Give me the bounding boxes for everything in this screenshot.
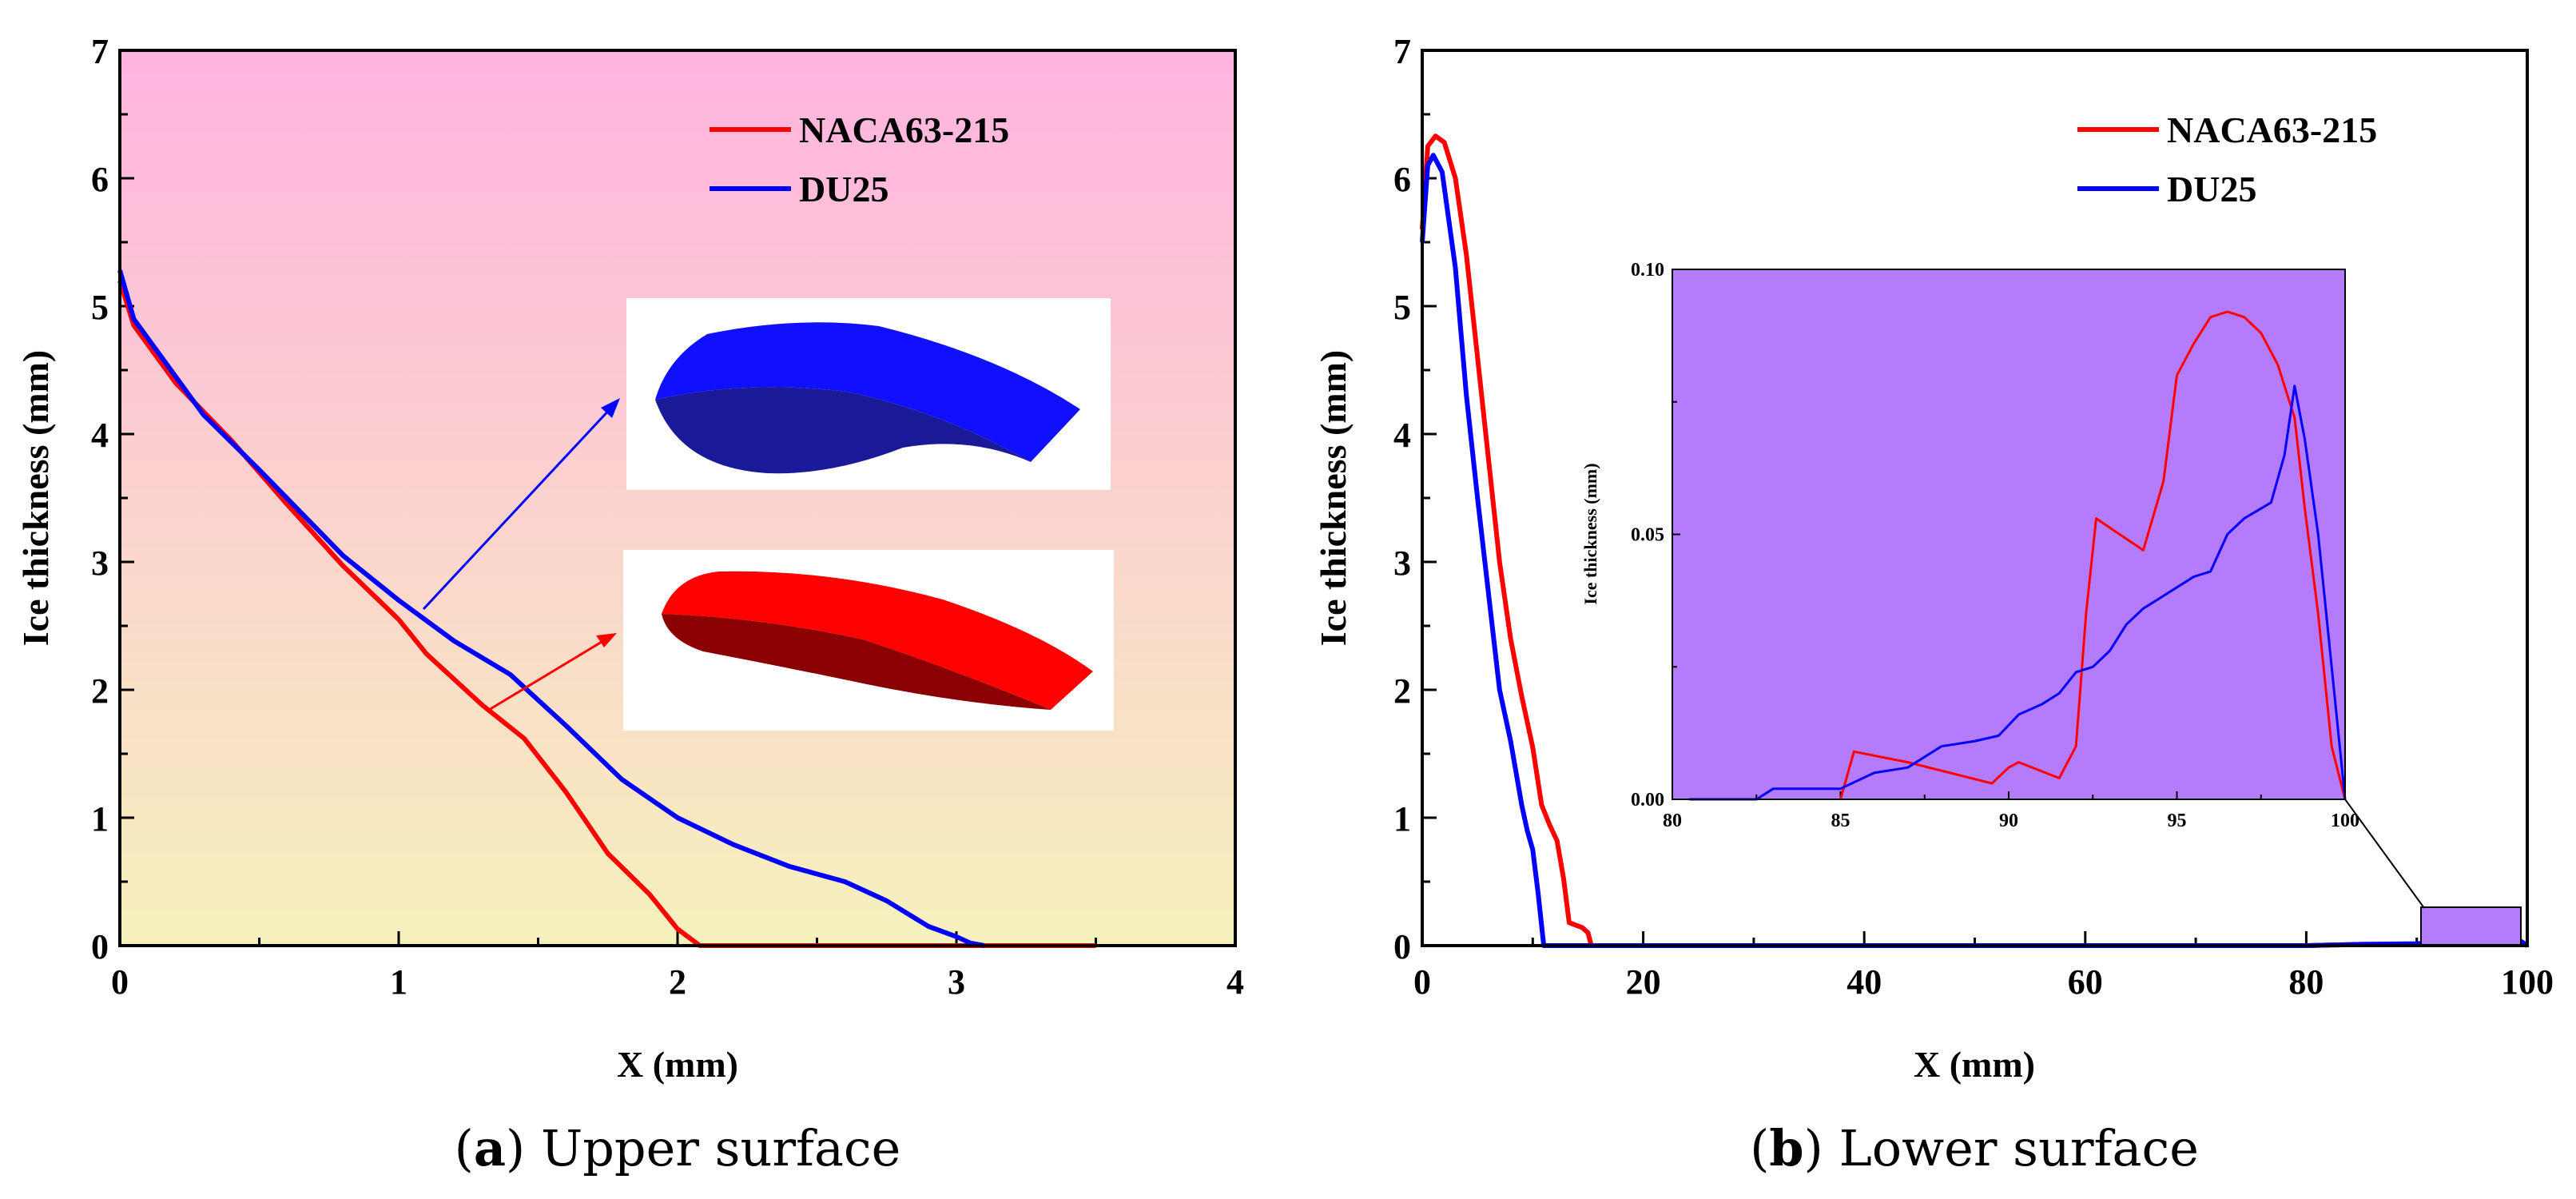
inset-y-tick-label-2: 0.10 [1631,260,1664,281]
legend-label-naca-b: NACA63-215 [2167,110,2377,150]
panel-b-x-tick-label-5: 100 [2501,962,2554,1002]
red-arrow-head [596,633,617,647]
x-axis-label-b: X (mm) [1914,1044,2035,1085]
legend-label-du25-b: DU25 [2167,169,2256,209]
legend-label-naca-a: NACA63-215 [799,110,1009,150]
blue-arrow-head [601,398,620,418]
x-axis-label-a: X (mm) [617,1044,738,1085]
inset-series-naca63-215-line [1839,310,2347,800]
plot-frame-a [118,49,1237,947]
inset-x-tick-label-2: 90 [1999,811,2018,831]
inset-plot-area [1672,269,2345,799]
y-gridticks-a: 0 1 2 3 4 0 1 2 3 4 5 6 7 [91,32,1244,1002]
blue-pointer-arrow [422,406,613,611]
inset-series-du25-line [1689,384,2347,801]
panel-b-y-tick-label-3: 3 [1393,544,1411,583]
inset-series-group [1689,310,2347,801]
panel-b-series-du25-line [1420,153,2529,948]
panel-b-x-tick-label-2: 40 [1847,962,1882,1002]
caption-label-a: a [474,1119,506,1177]
panel-a-y-tick-label-5: 5 [91,288,109,327]
caption-text-b: Lower surface [1823,1119,2199,1177]
inset-x-tick-label-0: 80 [1663,811,1682,831]
inset-y-tick-label-0: 0.00 [1631,790,1664,811]
panel-b-y-tick-label-7: 7 [1393,32,1411,71]
du25-airfoil-illustration [626,298,1111,490]
zoom-region-marker [2420,906,2522,946]
y-gridticks-b: 0 20 40 60 80 100 0 1 2 3 4 5 6 7 [1393,32,2554,1002]
panel-a-y-tick-label-1: 1 [91,799,109,839]
caption-label-b: b [1769,1119,1803,1177]
caption-a: (a) Upper surface [455,1119,901,1177]
panel-b-y-tick-label-5: 5 [1393,288,1411,327]
inset-ticks: 80 85 90 95 100 0.00 0.05 0.10 [1631,260,2359,831]
panel-a-x-tick-label-3: 3 [948,962,965,1002]
panel-b-x-tick-label-4: 80 [2288,962,2324,1002]
panel-a-x-tick-label-4: 4 [1226,962,1244,1002]
caption-text-a: Upper surface [525,1119,900,1177]
legend-a: NACA63-215 DU25 [710,110,1009,209]
panel-a-y-tick-label-2: 2 [91,671,109,711]
panel-a-y-tick-label-3: 3 [91,544,109,583]
panel-b-y-tick-label-2: 2 [1393,671,1411,711]
panel-b-y-tick-label-1: 1 [1393,799,1411,839]
legend-b: NACA63-215 DU25 [2077,110,2377,209]
inset-x-tick-label-1: 85 [1831,811,1851,831]
panel-b-y-tick-label-0: 0 [1393,927,1411,966]
panel-a-y-tick-label-4: 4 [91,416,109,455]
panel-a-y-tick-label-7: 7 [91,32,109,71]
zoom-connector-line [2344,799,2425,909]
legend-label-du25-a: DU25 [799,169,888,209]
naca-airfoil-illustration [623,550,1114,731]
plot-frame-b [1421,49,2529,947]
panel-a-y-tick-label-0: 0 [91,927,109,966]
panel-b: 0 20 40 60 80 100 0 1 2 3 4 5 6 7 80 85 90 95 100 0.00 0.05… [1313,32,2554,1177]
panel-a-y-tick-label-6: 6 [91,160,109,199]
y-axis-label-b: Ice thickness (mm) [1313,350,1354,647]
caption-b: (b) Lower surface [1750,1119,2199,1177]
inset-chart: 80 85 90 95 100 0.00 0.05 0.10 Ice thickness (m… [1580,260,2359,831]
inset-y-axis-label: Ice thickness (mm) [1580,463,1600,604]
panel-a-x-tick-label-1: 1 [390,962,407,1002]
panel-a: 0 1 2 3 4 0 1 2 3 4 5 6 7 NACA63-215 DU25 X (mm) Ice… [15,32,1244,1177]
panel-b-x-tick-label-3: 60 [2068,962,2103,1002]
panel-b-x-tick-label-1: 20 [1626,962,1661,1002]
panel-a-x-tick-label-0: 0 [111,962,129,1002]
y-axis-label-a: Ice thickness (mm) [15,350,56,647]
panel-a-x-tick-label-2: 2 [669,962,686,1002]
panel-a-series-du25-line [117,269,985,948]
inset-x-tick-label-4: 100 [2331,811,2359,831]
inset-y-tick-label-1: 0.05 [1631,525,1664,546]
panel-b-y-tick-label-4: 4 [1393,416,1411,455]
inset-x-tick-label-3: 95 [2168,811,2187,831]
panel-b-x-tick-label-0: 0 [1413,962,1431,1002]
plot-area-a [120,50,1235,946]
panel-b-y-tick-label-6: 6 [1393,160,1411,199]
red-pointer-arrow [488,638,606,711]
inset-frame [1672,269,2346,800]
